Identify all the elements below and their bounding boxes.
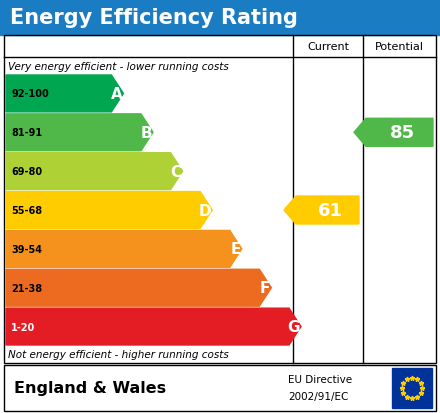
Bar [4,36,436,363]
Polygon shape [6,192,212,229]
Polygon shape [6,76,124,113]
Text: Energy Efficiency Rating: Energy Efficiency Rating [10,8,298,28]
Text: England & Wales: England & Wales [14,380,166,396]
Bar [0,363,440,413]
Text: EU Directive: EU Directive [288,375,352,385]
Text: 92-100: 92-100 [11,89,49,99]
Text: 1-20: 1-20 [11,322,35,332]
Text: D: D [198,203,211,218]
Text: E: E [231,242,241,257]
Text: Not energy efficient - higher running costs: Not energy efficient - higher running co… [8,350,229,360]
Text: 55-68: 55-68 [11,206,42,216]
Bar [392,368,432,408]
Text: Current: Current [307,42,349,52]
Polygon shape [6,270,271,306]
Text: C: C [170,164,182,179]
Text: F: F [260,280,271,295]
Bar [4,365,436,411]
Text: Potential: Potential [375,42,424,52]
Text: 61: 61 [318,202,343,219]
Polygon shape [6,153,183,190]
Polygon shape [284,197,359,224]
Polygon shape [6,114,153,151]
Polygon shape [6,231,242,268]
Text: 39-54: 39-54 [11,244,42,254]
Text: A: A [111,87,122,102]
Text: G: G [287,319,300,334]
Text: 21-38: 21-38 [11,283,42,293]
Text: 81-91: 81-91 [11,128,42,138]
Text: B: B [140,126,152,140]
Text: 69-80: 69-80 [11,167,42,177]
Bar [0,0,440,36]
Text: 85: 85 [390,124,415,142]
Polygon shape [6,309,301,345]
Text: Very energy efficient - lower running costs: Very energy efficient - lower running co… [8,62,229,71]
Text: 2002/91/EC: 2002/91/EC [288,392,348,401]
Polygon shape [354,119,433,147]
